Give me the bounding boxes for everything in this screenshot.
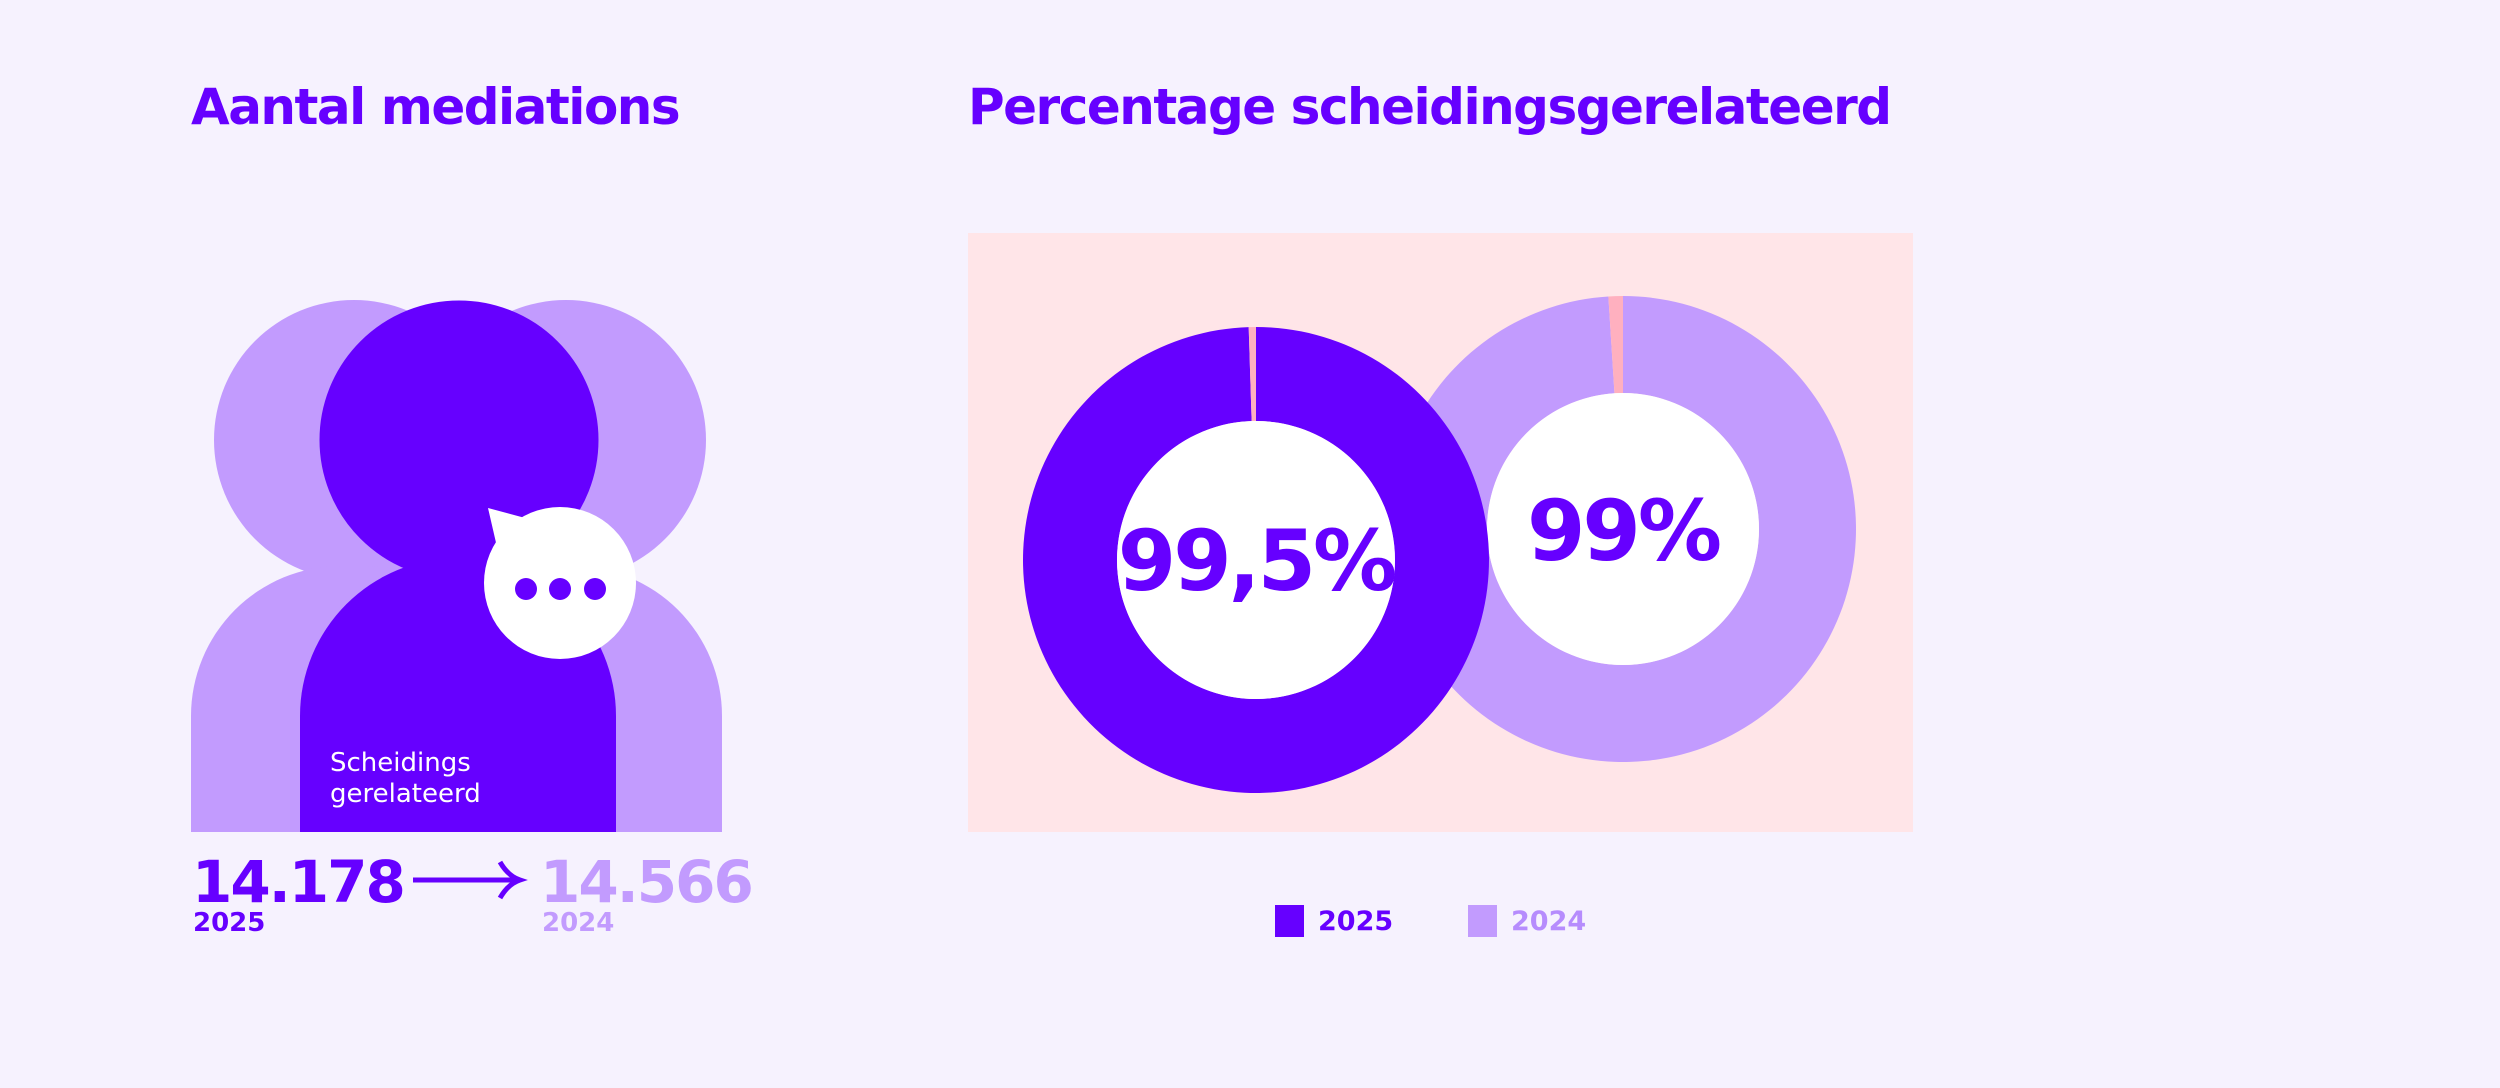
figure-label: Scheidings gerelateerd [330, 748, 481, 809]
speech-bubble-ellipsis-icon [484, 507, 636, 659]
legend-swatch-2024 [1468, 905, 1497, 937]
donut-hole-2025 [1117, 421, 1395, 699]
donut-slice-2025-value [1022, 327, 1489, 793]
previous-year: 2024 [542, 908, 615, 938]
arrow-right-icon [413, 860, 528, 900]
donut-label-2025: 99,5% [1118, 512, 1395, 610]
current-year: 2025 [193, 908, 266, 938]
legend-swatch-2025 [1275, 905, 1304, 937]
donut-slice-2024-value [1390, 296, 1857, 762]
donut-slice-2024-remainder [1608, 296, 1623, 394]
mediations-title: Aantal mediations [191, 78, 681, 136]
previous-value: 14.566 [540, 848, 754, 916]
legend-2024: 2024 [1468, 905, 1586, 937]
donut-slice-2025-remainder [1248, 327, 1256, 422]
legend-2025: 2025 [1275, 905, 1393, 937]
chart-title: Percentage scheidingsgerelateerd [968, 78, 1892, 136]
current-value: 14.178 [192, 848, 406, 916]
donut-hole-2024 [1487, 393, 1759, 665]
donut-label-2024: 99% [1527, 482, 1720, 580]
